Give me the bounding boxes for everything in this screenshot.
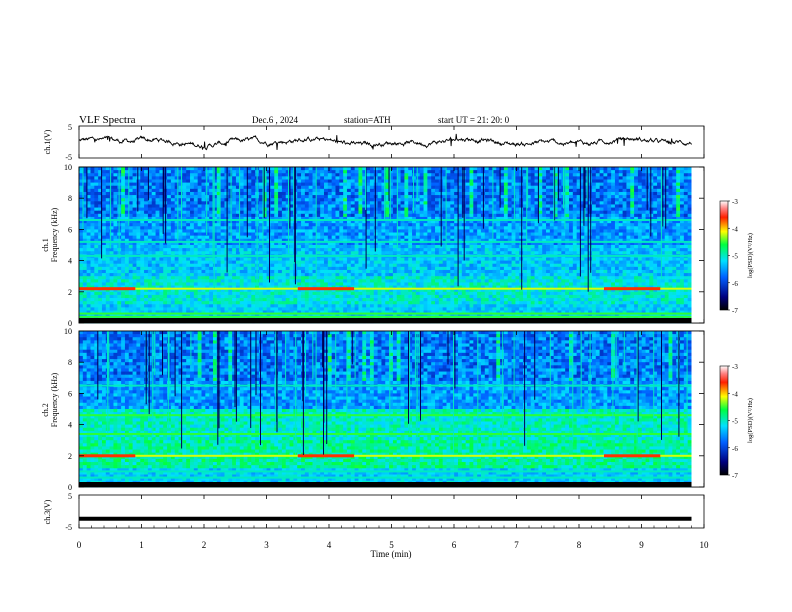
ch2-colorbar: -3 -4 -5 -6 -7 log(PSD)(V²/Hz) bbox=[720, 363, 754, 480]
time-tick-label: 8 bbox=[577, 540, 582, 550]
spec2-ytick-label: 8 bbox=[68, 358, 72, 367]
spec1-ytick-label: 4 bbox=[68, 257, 72, 266]
ch2-frequency-label: Frequency (kHz) bbox=[50, 372, 59, 427]
ch1-ytick-top: 5 bbox=[68, 123, 72, 132]
colorbar-tick-label: -3 bbox=[732, 198, 738, 206]
ch3-ytick-bottom: -5 bbox=[65, 523, 72, 532]
spec2-ytick-label: 6 bbox=[68, 389, 72, 398]
ch3-waveform-panel: 5 -5 ch.3(V) bbox=[43, 492, 704, 532]
time-tick-label: 7 bbox=[514, 540, 519, 550]
spec1-ytick-label: 8 bbox=[68, 194, 72, 203]
ch1-spectrogram-image bbox=[79, 167, 704, 323]
colorbar-tick-label: -4 bbox=[732, 225, 738, 233]
colorbar-tick-label: -7 bbox=[732, 472, 738, 480]
time-tick-label: 6 bbox=[452, 540, 457, 550]
ch1-ylabel: ch.1(V) bbox=[43, 129, 52, 154]
ch1-channel-label: ch.1 bbox=[41, 238, 50, 252]
spec2-ytick-label: 4 bbox=[68, 421, 72, 430]
vlf-spectra-figure: VLF Spectra Dec.6 , 2024 station=ATH sta… bbox=[0, 0, 792, 612]
ch3-ylabel: ch.3(V) bbox=[43, 499, 52, 524]
spec2-ytick-label: 0 bbox=[68, 483, 72, 492]
ch1-frequency-label: Frequency (kHz) bbox=[50, 207, 59, 262]
colorbar-tick-label: -6 bbox=[732, 280, 738, 288]
spec1-ytick-label: 6 bbox=[68, 225, 72, 234]
colorbar-tick-label: -6 bbox=[732, 445, 738, 453]
time-axis-label: Time (min) bbox=[371, 549, 412, 559]
time-tick-label: 3 bbox=[264, 540, 269, 550]
colorbar-tick-label: -5 bbox=[732, 253, 738, 261]
colorbar-tick-label: -4 bbox=[732, 390, 738, 398]
spec1-ytick-label: 2 bbox=[68, 288, 72, 297]
time-tick-label: 1 bbox=[139, 540, 144, 550]
ch1-waveform-panel: 5 -5 ch.1(V) bbox=[43, 123, 704, 162]
ch2-spectrogram-image bbox=[79, 331, 704, 487]
time-tick-label: 2 bbox=[202, 540, 207, 550]
station-label: station=ATH bbox=[344, 115, 391, 125]
colorbar-label: log(PSD)(V²/Hz) bbox=[747, 233, 754, 278]
date-label: Dec.6 , 2024 bbox=[252, 115, 298, 125]
ch2-channel-label: ch.2 bbox=[41, 403, 50, 417]
figure-title: VLF Spectra bbox=[79, 114, 136, 126]
time-tick-label: 10 bbox=[700, 540, 710, 550]
spec1-ytick-label: 10 bbox=[64, 163, 72, 172]
time-tick-label: 4 bbox=[327, 540, 332, 550]
colorbar-tick-label: -3 bbox=[732, 363, 738, 371]
colorbar-tick-label: -5 bbox=[732, 418, 738, 426]
ch2-spectrogram-panel: 0 2 4 6 8 10 ch.2 Frequency (kHz) bbox=[41, 327, 704, 492]
colorbar-tick-label: -7 bbox=[732, 307, 738, 315]
ch3-ytick-top: 5 bbox=[68, 492, 72, 501]
ch1-ytick-bottom: -5 bbox=[65, 153, 72, 162]
colorbar-label: log(PSD)(V²/Hz) bbox=[747, 398, 754, 443]
ch1-colorbar: -3 -4 -5 -6 -7 log(PSD)(V²/Hz) bbox=[720, 198, 754, 315]
time-tick-label: 9 bbox=[639, 540, 644, 550]
spec2-ytick-label: 2 bbox=[68, 452, 72, 461]
time-tick-label: 0 bbox=[77, 540, 82, 550]
spec2-ytick-label: 10 bbox=[64, 327, 72, 336]
start-ut-label: start UT = 21: 20: 0 bbox=[438, 115, 510, 125]
